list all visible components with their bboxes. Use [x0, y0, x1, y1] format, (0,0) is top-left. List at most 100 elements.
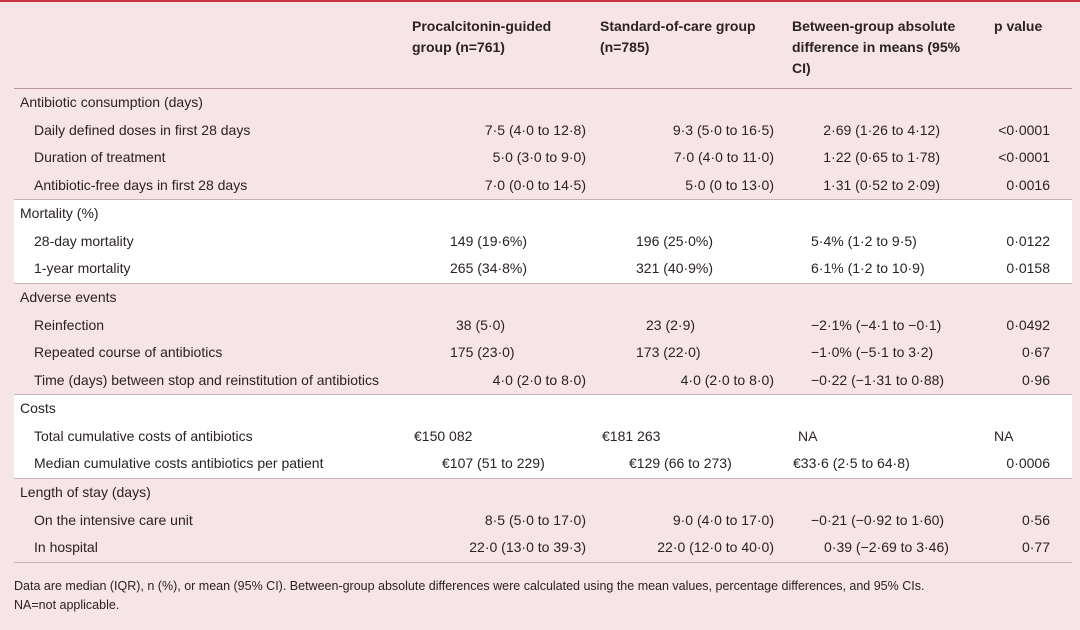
- table-row: In hospital 22·0 (13·0 to 39·3) 22·0 (12…: [14, 534, 1072, 562]
- difference-value: 1·22 (0·65 to 1·78): [823, 149, 940, 166]
- p-value: 0·0006: [1006, 455, 1050, 472]
- p-value: 0·0492: [1006, 316, 1050, 333]
- difference-value: €33·6 (2·5 to 64·8): [793, 455, 910, 472]
- section-divider: [14, 477, 1072, 479]
- row-label: Repeated course of antibiotics: [34, 344, 223, 361]
- standard-value: 196 (25·0%): [636, 232, 714, 249]
- procalcitonin-value: 22·0 (13·0 to 39·3): [469, 539, 586, 556]
- table-row: Repeated course of antibiotics 175 (23·0…: [14, 339, 1072, 367]
- difference-value: 5·4% (1·2 to 9·5): [811, 232, 917, 249]
- section-title-row: Mortality (%): [14, 200, 1072, 228]
- section-title-row: Length of stay (days): [14, 479, 1072, 507]
- row-label: Time (days) between stop and reinstituti…: [34, 371, 379, 388]
- row-label: Total cumulative costs of antibiotics: [34, 427, 253, 444]
- footnote-line: Data are median (IQR), n (%), or mean (9…: [14, 579, 925, 593]
- p-value: 0·56: [1021, 511, 1050, 528]
- procalcitonin-value: 4·0 (2·0 to 8·0): [492, 371, 586, 388]
- section-divider: [14, 394, 1072, 396]
- section-mortality: Mortality (%) 28-day mortality 149 (19·6…: [14, 200, 1072, 284]
- section-title-row: Costs: [14, 395, 1072, 423]
- table-footnote: Data are median (IQR), n (%), or mean (9…: [14, 577, 1064, 615]
- standard-value: 9·0 (4·0 to 17·0): [672, 511, 774, 528]
- section-divider: [14, 199, 1072, 201]
- standard-value: €129 (66 to 273): [629, 455, 732, 472]
- table-row: Daily defined doses in first 28 days 7·5…: [14, 117, 1072, 145]
- row-label: On the intensive care unit: [34, 511, 193, 528]
- row-label: Duration of treatment: [34, 149, 166, 166]
- p-value: <0·0001: [998, 149, 1050, 166]
- procalcitonin-value: 5·0 (3·0 to 9·0): [492, 149, 586, 166]
- table-row: 28-day mortality 149 (19·6%) 196 (25·0%)…: [14, 228, 1072, 256]
- p-value: 0·77: [1021, 539, 1050, 556]
- table-header: Procalcitonin-guided group (n=761) Stand…: [0, 2, 1080, 88]
- section-length-of-stay: Length of stay (days) On the intensive c…: [14, 479, 1072, 563]
- difference-value: 2·69 (1·26 to 4·12): [823, 121, 940, 138]
- standard-value: 321 (40·9%): [636, 260, 714, 277]
- top-rule: [0, 0, 1080, 2]
- table-row: On the intensive care unit 8·5 (5·0 to 1…: [14, 507, 1072, 535]
- procalcitonin-value: 7·5 (4·0 to 12·8): [484, 121, 586, 138]
- difference-value: 6·1% (1·2 to 10·9): [811, 260, 925, 277]
- table-row: Median cumulative costs antibiotics per …: [14, 450, 1072, 478]
- p-value: 0·96: [1021, 371, 1050, 388]
- row-label: Reinfection: [34, 316, 105, 333]
- standard-value: 9·3 (5·0 to 16·5): [672, 121, 774, 138]
- table-row: Reinfection 38 (5·0) 23 (2·9) −2·1% (−4·…: [14, 312, 1072, 340]
- procalcitonin-value: 7·0 (0·0 to 14·5): [484, 176, 586, 193]
- section-title-row: Antibiotic consumption (days): [14, 89, 1072, 117]
- procalcitonin-value: 8·5 (5·0 to 17·0): [484, 511, 586, 528]
- section-title-row: Adverse events: [14, 284, 1072, 312]
- section-title: Adverse events: [20, 289, 117, 305]
- difference-value: −2·1% (−4·1 to −0·1): [811, 316, 942, 333]
- table-row: Duration of treatment 5·0 (3·0 to 9·0) 7…: [14, 144, 1072, 172]
- procalcitonin-value: €150 082: [414, 427, 473, 444]
- p-value: NA: [994, 427, 1014, 444]
- procalcitonin-value: €107 (51 to 229): [442, 455, 545, 472]
- section-title: Antibiotic consumption (days): [20, 94, 203, 110]
- header-divider: [14, 88, 1072, 89]
- row-label: Daily defined doses in first 28 days: [34, 121, 251, 138]
- procalcitonin-value: 175 (23·0): [450, 344, 515, 361]
- difference-value: −0·21 (−0·92 to 1·60): [811, 511, 945, 528]
- section-divider: [14, 561, 1072, 563]
- column-header-p-value: p value: [994, 18, 1043, 34]
- section-antibiotic-consumption: Antibiotic consumption (days) Daily defi…: [14, 89, 1072, 201]
- standard-value: 22·0 (12·0 to 40·0): [657, 539, 774, 556]
- table-row: 1-year mortality 265 (34·8%) 321 (40·9%)…: [14, 255, 1072, 283]
- difference-value: −1·0% (−5·1 to 3·2): [811, 344, 934, 361]
- table-row: Antibiotic-free days in first 28 days 7·…: [14, 172, 1072, 200]
- section-title: Mortality (%): [20, 205, 99, 221]
- p-value: 0·67: [1021, 344, 1050, 361]
- footnote-line: NA=not applicable.: [14, 598, 120, 612]
- table-row: Total cumulative costs of antibiotics €1…: [14, 423, 1072, 451]
- difference-value: −0·22 (−1·31 to 0·88): [811, 371, 945, 388]
- row-label: Antibiotic-free days in first 28 days: [34, 176, 248, 193]
- section-title: Costs: [20, 400, 56, 416]
- row-label: In hospital: [34, 539, 98, 556]
- section-title: Length of stay (days): [20, 484, 151, 500]
- section-costs: Costs Total cumulative costs of antibiot…: [14, 395, 1072, 479]
- p-value: 0·0122: [1006, 232, 1050, 249]
- standard-value: 23 (2·9): [646, 316, 696, 333]
- section-divider: [14, 282, 1072, 284]
- row-label: 28-day mortality: [34, 232, 134, 249]
- table-row: Time (days) between stop and reinstituti…: [14, 367, 1072, 395]
- difference-value: NA: [798, 427, 818, 444]
- procalcitonin-value: 149 (19·6%): [450, 232, 528, 249]
- column-header-difference: Between-group absolute difference in mea…: [792, 18, 961, 76]
- difference-value: 1·31 (0·52 to 2·09): [823, 176, 940, 193]
- column-header-standard-of-care: Standard-of-care group (n=785): [600, 18, 756, 55]
- standard-value: 5·0 (0 to 13·0): [685, 176, 774, 193]
- p-value: <0·0001: [998, 121, 1050, 138]
- difference-value: 0·39 (−2·69 to 3·46): [824, 539, 949, 556]
- section-adverse-events: Adverse events Reinfection 38 (5·0) 23 (…: [14, 284, 1072, 396]
- standard-value: €181 263: [602, 427, 661, 444]
- row-label: Median cumulative costs antibiotics per …: [34, 455, 324, 472]
- procalcitonin-value: 265 (34·8%): [450, 260, 528, 277]
- standard-value: 173 (22·0): [636, 344, 701, 361]
- standard-value: 4·0 (2·0 to 8·0): [680, 371, 774, 388]
- column-header-procalcitonin: Procalcitonin-guided group (n=761): [412, 18, 552, 55]
- row-label: 1-year mortality: [34, 260, 131, 277]
- procalcitonin-value: 38 (5·0): [456, 316, 506, 333]
- p-value: 0·0158: [1006, 260, 1050, 277]
